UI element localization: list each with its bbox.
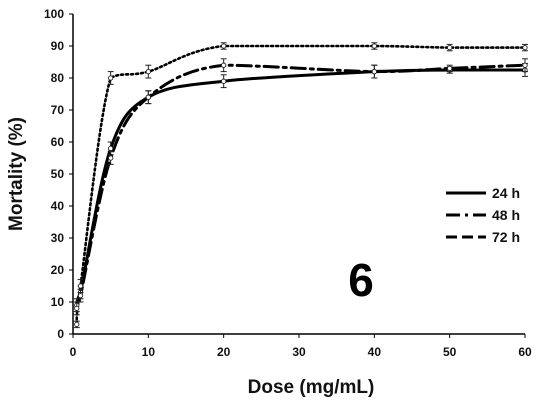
plot-lines <box>75 44 527 326</box>
y-tick-label: 70 <box>51 103 65 117</box>
data-point <box>371 43 377 49</box>
x-tick-label: 20 <box>217 345 231 359</box>
y-axis-ticks: 0 10 20 30 40 50 60 70 80 90 100 <box>44 7 73 341</box>
data-point <box>522 44 528 51</box>
y-tick-label: 10 <box>51 295 65 309</box>
y-tick-label: 40 <box>51 199 65 213</box>
data-point <box>74 305 80 312</box>
data-point <box>522 62 528 68</box>
y-tick-label: 80 <box>51 71 65 85</box>
series-line-2 <box>75 63 527 310</box>
x-tick-label: 50 <box>443 345 457 359</box>
data-point <box>77 292 84 299</box>
series-line-1 <box>75 68 527 307</box>
data-point <box>77 283 84 289</box>
x-tick-label: 10 <box>142 345 156 359</box>
legend-label: 24 h <box>492 185 520 201</box>
data-point <box>145 68 151 75</box>
data-point <box>447 44 453 51</box>
data-point <box>108 145 114 152</box>
y-tick-label: 20 <box>51 263 65 277</box>
y-tick-label: 60 <box>51 135 65 149</box>
data-markers <box>73 42 528 329</box>
legend-label: 72 h <box>492 229 520 245</box>
panel-number-label: 6 <box>348 254 374 306</box>
x-tick-label: 60 <box>518 345 532 359</box>
legend: 24 h 48 h 72 h <box>446 185 520 245</box>
x-tick-label: 0 <box>70 345 77 359</box>
legend-label: 48 h <box>492 207 520 223</box>
series-line-3 <box>75 44 527 326</box>
y-tick-label: 50 <box>51 167 65 181</box>
data-point <box>371 68 377 75</box>
data-point <box>145 94 151 100</box>
data-point <box>74 321 80 328</box>
y-tick-label: 0 <box>57 327 64 341</box>
x-tick-label: 40 <box>368 345 382 359</box>
data-point <box>108 155 114 161</box>
data-point <box>221 43 227 49</box>
x-axis-title: Dose (mg/mL) <box>248 377 375 398</box>
x-tick-label: 30 <box>292 345 306 359</box>
data-point <box>108 75 114 81</box>
y-axis-title: Mortality (%) <box>6 117 27 231</box>
y-tick-label: 100 <box>44 7 64 21</box>
y-tick-label: 30 <box>51 231 65 245</box>
data-point <box>221 78 227 84</box>
x-axis-ticks: 0 10 20 30 40 50 60 <box>70 334 532 359</box>
data-point <box>221 62 227 68</box>
data-point <box>447 65 453 72</box>
y-tick-label: 90 <box>51 39 65 53</box>
